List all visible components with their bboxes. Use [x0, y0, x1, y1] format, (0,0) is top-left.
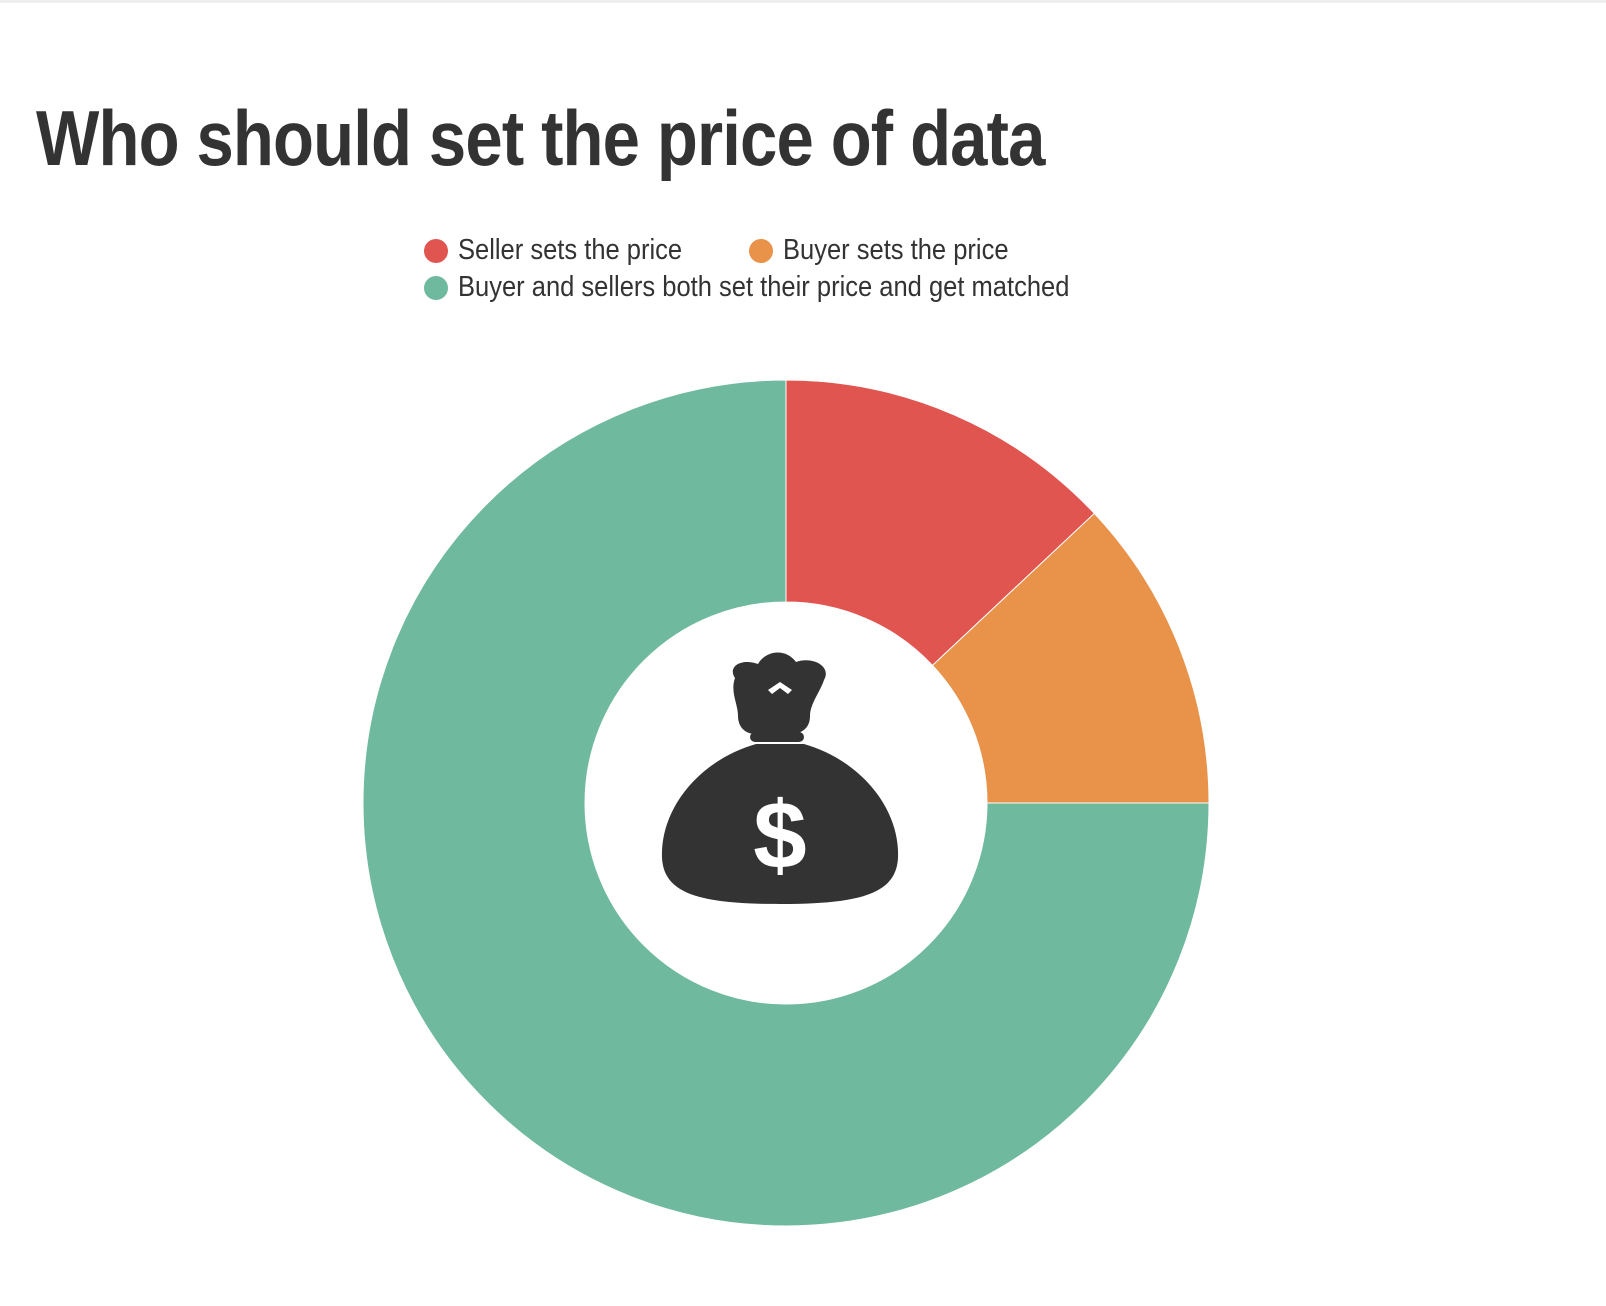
legend-item-buyer[interactable]: Buyer sets the price [748, 234, 1039, 267]
chart-legend: Seller sets the price Buyer sets the pri… [424, 232, 1184, 306]
legend-swatch-both [424, 275, 448, 300]
money-bag-icon: $ [661, 652, 899, 904]
legend-swatch-seller [424, 238, 448, 263]
donut-slices [362, 379, 1210, 1227]
legend-swatch-buyer [748, 238, 773, 263]
slice-seller[interactable] [785, 379, 1096, 667]
slice-both[interactable] [362, 379, 1210, 1227]
slice-buyer[interactable] [931, 512, 1210, 804]
legend-label-both: Buyer and sellers both set their price a… [458, 271, 1070, 303]
legend-row: Buyer and sellers both set their price a… [424, 269, 1184, 306]
top-divider [0, 0, 1606, 3]
legend-label-seller: Seller sets the price [458, 234, 683, 266]
svg-text:$: $ [753, 782, 806, 889]
legend-item-seller[interactable]: Seller sets the price [424, 234, 713, 267]
legend-item-both[interactable]: Buyer and sellers both set their price a… [424, 271, 1093, 304]
legend-row: Seller sets the price Buyer sets the pri… [424, 232, 1184, 269]
legend-label-buyer: Buyer sets the price [782, 234, 1009, 266]
chart-title: Who should set the price of data [36, 94, 1045, 182]
